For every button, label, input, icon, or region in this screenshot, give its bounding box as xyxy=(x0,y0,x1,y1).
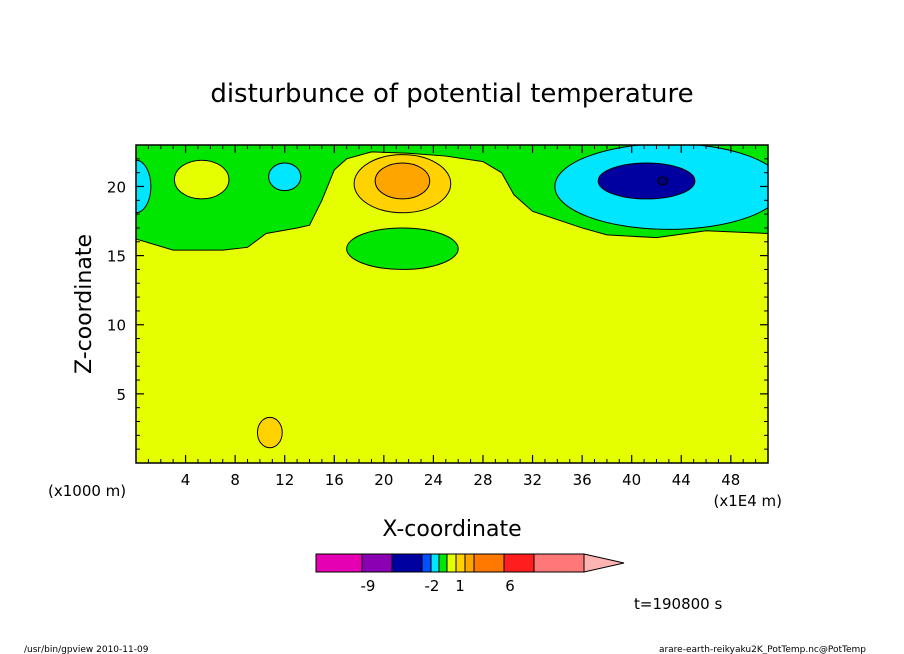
green-mid-contour xyxy=(346,227,459,270)
colorbar-tick-label: 6 xyxy=(505,577,515,595)
x-tick-label: 40 xyxy=(622,471,641,489)
colorbar-segment xyxy=(464,553,475,573)
colorbar-tick-label: -9 xyxy=(361,577,376,595)
x-tick-label: 8 xyxy=(230,471,240,489)
footer-right: arare-earth-reikyaku2K_PotTemp.nc@PotTem… xyxy=(659,645,866,654)
y-axis: 5 10 15 20 xyxy=(107,158,768,450)
x-tick-label: 20 xyxy=(374,471,393,489)
footer-left: /usr/bin/gpview 2010-11-09 xyxy=(24,645,149,654)
colorbar-segment xyxy=(455,553,466,573)
y-tick-label: 20 xyxy=(107,178,126,196)
x-tick-label: 24 xyxy=(424,471,443,489)
x-axis: 4 8 12 16 20 24 28 32 36 40 44 48 xyxy=(147,145,757,489)
x-unit-left: (x1000 m) xyxy=(48,482,126,500)
colorbar-segment xyxy=(315,553,363,573)
plot-area xyxy=(136,145,768,463)
x-tick-label: 12 xyxy=(275,471,294,489)
colorbar-segment xyxy=(503,553,535,573)
time-label: t=190800 s xyxy=(634,595,722,613)
colorbar-segment xyxy=(430,553,440,573)
blue-core-contour xyxy=(657,176,669,186)
plot-frame xyxy=(135,144,769,464)
x-tick-label: 16 xyxy=(325,471,344,489)
colorbar-segment xyxy=(421,553,432,573)
cyan-small-contour xyxy=(268,162,302,192)
colorbar-segment xyxy=(361,553,393,573)
x-unit-right: (x1E4 m) xyxy=(713,492,782,510)
orange-top-contour xyxy=(374,162,431,200)
yellow-left-contour xyxy=(173,159,230,200)
x-tick-label: 44 xyxy=(672,471,691,489)
colorbar-arrow xyxy=(583,553,625,573)
x-tick-label: 48 xyxy=(721,471,740,489)
x-tick-label: 4 xyxy=(181,471,191,489)
y-tick-label: 10 xyxy=(107,317,126,335)
colorbar-tick-label: -2 xyxy=(425,577,440,595)
x-tick-label: 32 xyxy=(523,471,542,489)
colorbar-labels: -9 -2 1 6 xyxy=(361,577,515,595)
colorbar-segment xyxy=(391,553,423,573)
y-tick-label: 5 xyxy=(116,386,126,404)
y-tick-label: 15 xyxy=(107,248,126,266)
orange-bottom-small-contour xyxy=(256,416,283,449)
colorbar-segment xyxy=(533,553,585,573)
colorbar xyxy=(315,553,625,573)
chart-title: disturbunce of potential temperature xyxy=(210,79,693,109)
yellow-band-region xyxy=(136,151,768,463)
x-tick-label: 28 xyxy=(473,471,492,489)
x-axis-label: X-coordinate xyxy=(382,517,521,542)
blue-right-contour xyxy=(597,162,696,200)
colorbar-segment xyxy=(438,553,448,573)
y-axis-label: Z-coordinate xyxy=(72,234,97,374)
x-tick-label: 36 xyxy=(573,471,592,489)
colorbar-segment xyxy=(473,553,505,573)
colorbar-segment xyxy=(446,553,457,573)
colorbar-tick-label: 1 xyxy=(455,577,465,595)
